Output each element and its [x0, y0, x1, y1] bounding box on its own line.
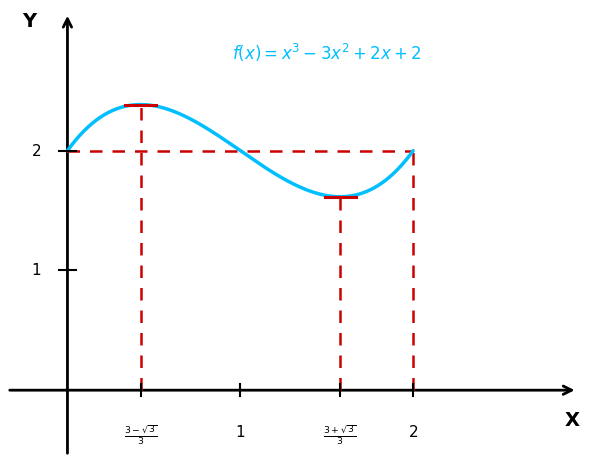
Text: Y: Y — [23, 12, 37, 31]
Text: $2$: $2$ — [408, 424, 418, 440]
Text: $2$: $2$ — [31, 143, 42, 159]
Text: X: X — [565, 411, 580, 430]
Text: $\frac{3+\sqrt{3}}{3}$: $\frac{3+\sqrt{3}}{3}$ — [323, 424, 357, 447]
Text: $f(x) = x^3 - 3x^2 + 2x + 2$: $f(x) = x^3 - 3x^2 + 2x + 2$ — [232, 41, 421, 63]
Text: $1$: $1$ — [235, 424, 246, 440]
Text: $\frac{3-\sqrt{3}}{3}$: $\frac{3-\sqrt{3}}{3}$ — [124, 424, 157, 447]
Text: $1$: $1$ — [31, 263, 42, 278]
